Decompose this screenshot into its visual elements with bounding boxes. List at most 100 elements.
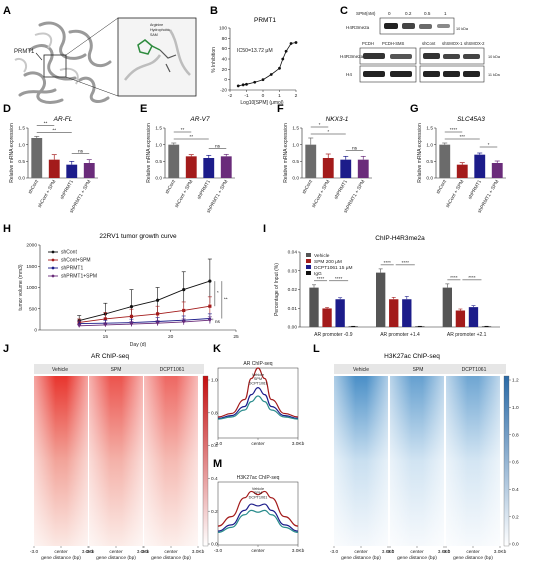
i-bar — [415, 326, 425, 327]
bar — [439, 144, 451, 178]
panel-letter-c: C — [340, 5, 348, 17]
colorbar-tick-label: 0.8 — [211, 410, 218, 416]
h-series-line — [79, 318, 210, 325]
bar — [83, 163, 95, 178]
bar — [456, 164, 468, 178]
h-point — [208, 279, 212, 283]
b-xtick-label: -1 — [244, 93, 249, 99]
i-sig-label: **** — [335, 276, 343, 282]
profile-legend-label: DCPT1061 — [249, 381, 268, 385]
heatmap-xtick-label: center — [354, 549, 368, 555]
panel-h-chart: 22RV1 tumor growth curve 0 500 1000 1500 2000… — [18, 233, 239, 348]
y-tick-label: 0.0 — [292, 176, 299, 182]
y-axis-label: Relative mRNA expression — [417, 123, 423, 183]
profile-line — [217, 367, 299, 418]
blot-row2-size: 10 kDa — [488, 55, 501, 59]
colorbar-tick-label: 0.6 — [512, 460, 519, 466]
h-legend-marker — [51, 274, 55, 278]
bar — [340, 159, 352, 178]
y-tick-label: 0.0 — [155, 176, 162, 182]
blot-group-pcdh: PCDH — [362, 41, 374, 46]
panel-letter-a: A — [3, 5, 11, 17]
heatmap-xtick-label: 3.0Kb — [137, 549, 150, 555]
category-label: shCont + SPM — [311, 179, 332, 209]
panel-title: SLC45A3 — [457, 116, 485, 123]
profile-xtick-label: center — [251, 441, 265, 447]
h-legend-label: shPRMT1+SPM — [61, 274, 97, 280]
inset-label-arginine: Arginine — [150, 23, 163, 27]
y-tick-label: 1.5 — [292, 126, 299, 132]
profile-xtick-label: -3.0 — [214, 441, 223, 447]
i-bar — [481, 326, 492, 327]
profile-xtick-label: -3.0 — [214, 548, 223, 554]
heatmap-xtick-label: center — [109, 549, 123, 555]
b-xtick-label: -2 — [228, 93, 233, 99]
bar — [168, 144, 180, 178]
h-legend-label: shCont — [61, 250, 77, 256]
h-point — [129, 305, 134, 309]
profile-line — [217, 386, 299, 419]
panel-letter-l: L — [313, 343, 320, 355]
i-bar — [389, 299, 399, 327]
sig-label: ** — [52, 127, 56, 133]
profile-xtick-label: center — [251, 548, 265, 554]
y-tick-label: 1.0 — [292, 142, 299, 148]
bar — [322, 158, 334, 178]
y-tick-label: 0.5 — [426, 159, 433, 165]
bar — [491, 163, 503, 178]
y-tick-label: 0.0 — [426, 176, 433, 182]
blot-dose-0: 0 — [388, 11, 391, 16]
h-ytick-label: 2000 — [26, 243, 37, 249]
y-tick-label: 1.5 — [18, 126, 25, 132]
h-ytick-label: 0 — [34, 328, 37, 334]
b-data-point — [281, 57, 285, 61]
heatmap-xtick-label: -3.0 — [140, 549, 149, 555]
panel-title: AR-V7 — [189, 116, 210, 123]
blot-row3-size: 11 kDa — [488, 73, 501, 77]
h-point — [103, 323, 108, 327]
i-bar — [376, 272, 386, 327]
blot-row3-label: H4 — [346, 72, 352, 77]
h-legend-label: shPRMT1 — [61, 266, 83, 272]
h-point — [103, 317, 107, 321]
profile-legend-label: SPM — [254, 377, 262, 381]
i-sig-label: **** — [468, 275, 476, 281]
colorbar-tick-label: 0.0 — [211, 542, 218, 548]
h-xtick-label: 25 — [233, 334, 239, 340]
b-data-point — [241, 83, 245, 87]
bar — [474, 154, 486, 178]
h-sig-label: ** — [224, 296, 228, 302]
profile-line — [217, 490, 299, 527]
panel-j-heatmap: AR ChIP-seq Vehicle SPM DCPT1061 0.0 0.2 0… — [30, 353, 218, 561]
bar — [31, 138, 43, 178]
panel-i-title: ChIP-H4R3me2a — [375, 235, 425, 242]
bar — [357, 159, 369, 178]
h-ylabel: tumor volume (mm3) — [18, 264, 24, 310]
panel-l-col-vehicle: Vehicle — [353, 367, 369, 373]
sig-label: ns — [352, 146, 358, 151]
heatmap-xtick-label: -3.0 — [85, 549, 94, 555]
profile-xtick-label: 3.0Kb — [292, 548, 305, 554]
sig-label: * — [488, 142, 490, 148]
bar — [220, 156, 232, 178]
b-data-point — [294, 41, 298, 44]
heatmap-xlabel: gene distance (bp) — [397, 555, 437, 561]
category-label: shCont — [301, 178, 314, 195]
sig-label: * — [319, 122, 321, 128]
h-point — [77, 324, 82, 328]
category-label: shCont — [27, 178, 40, 195]
panel-letter-g: G — [410, 103, 419, 115]
category-label: shPRMT1 — [333, 179, 349, 201]
sig-label: **** — [450, 127, 458, 133]
bar — [48, 159, 60, 178]
panel-j-col-spm: SPM — [111, 367, 122, 373]
h-point — [156, 312, 160, 316]
i-ytick-label: 0.03 — [288, 268, 298, 274]
profile-title: AR ChIP-seq — [243, 361, 272, 367]
y-tick-label: 1.5 — [155, 126, 162, 132]
sig-label: * — [327, 129, 329, 135]
colorbar-tick-label: 0.2 — [211, 509, 218, 515]
colorbar-tick-label: 0.0 — [512, 542, 519, 548]
heatmap-xtick-label: -3.0 — [330, 549, 339, 555]
